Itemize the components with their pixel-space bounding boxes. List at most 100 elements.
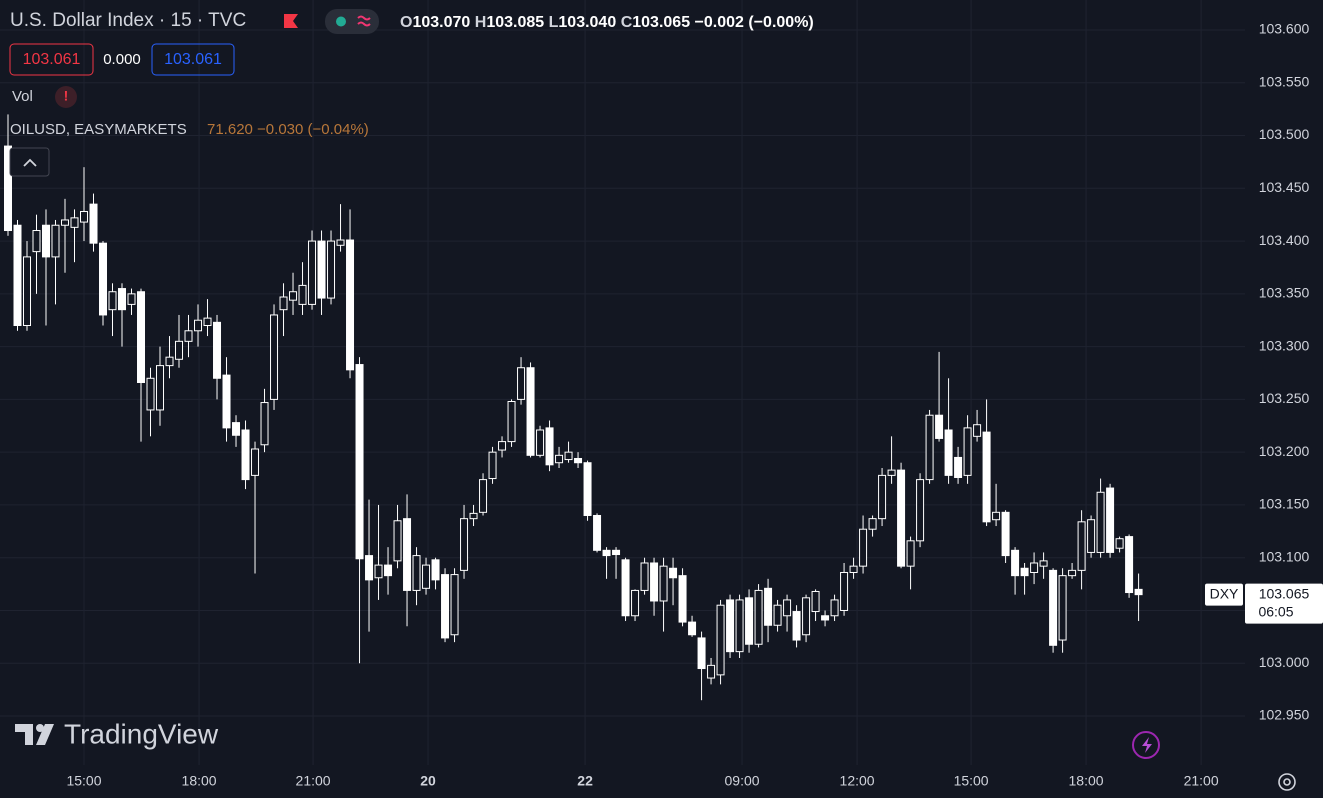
candle-body (1096, 491, 1105, 553)
candle-body (773, 604, 782, 626)
y-tick-label: 103.550 (1259, 73, 1310, 89)
y-tick-label: 103.400 (1259, 232, 1310, 248)
candle-body (118, 288, 127, 311)
sell-button[interactable] (9, 43, 94, 76)
last-price-tag: DXY (1210, 585, 1239, 601)
candle-body (783, 599, 792, 617)
candle-body (764, 587, 773, 626)
candle-body (308, 240, 317, 305)
candle-body (517, 367, 526, 400)
ohlc-legend: O103.070 H103.085 L103.040 C103.065 −0.0… (400, 14, 814, 31)
candle-body (1068, 569, 1077, 577)
x-tick-label: 15:00 (66, 773, 101, 789)
candle-body (564, 451, 573, 461)
candle-body (669, 567, 678, 579)
candle-body (32, 230, 41, 253)
candle-body (650, 562, 659, 602)
candle-body (1039, 560, 1048, 567)
candle-body (859, 528, 868, 567)
collapse-button[interactable] (9, 147, 50, 177)
chevron-icon (23, 158, 37, 167)
candle-body (849, 565, 858, 573)
candle-body (61, 219, 70, 226)
candle-body (165, 356, 174, 367)
x-tick-label: 18:00 (182, 773, 217, 789)
candle-body (80, 211, 89, 223)
candle-body (906, 540, 915, 567)
x-tick-label: 20 (420, 773, 436, 789)
candle-body (251, 448, 260, 476)
candle-body (51, 224, 60, 258)
candle-body (830, 599, 839, 617)
candle-body (678, 575, 687, 623)
candle-body (621, 559, 630, 617)
candle-body (260, 402, 269, 446)
candle-body (1087, 519, 1096, 553)
error-mark: ! (64, 88, 69, 104)
candle-body (403, 518, 412, 591)
candle-body (887, 469, 896, 476)
candle-body (89, 203, 98, 244)
candle-body (1011, 549, 1020, 577)
candle-body (346, 239, 355, 371)
candle-body (498, 441, 507, 451)
candle-body (184, 330, 193, 342)
candle-body (137, 291, 146, 383)
candle-body (270, 314, 279, 400)
ohlc-key: O (400, 14, 412, 31)
candle-body (203, 317, 212, 327)
candle-body (1049, 569, 1058, 646)
y-tick-label: 103.200 (1259, 443, 1310, 459)
candle-body (374, 564, 383, 579)
overlay-quote: 71.620 −0.030 (−0.04%) (207, 121, 369, 138)
candle-body (697, 637, 706, 670)
candle-body (336, 239, 345, 246)
x-tick-label: 12:00 (840, 773, 875, 789)
candle-body (232, 422, 241, 436)
candle-body (327, 240, 336, 299)
candle-body (821, 615, 830, 621)
candle-body (688, 621, 697, 636)
candle-body (1125, 536, 1134, 594)
candle-body (963, 427, 972, 476)
candle-body (42, 224, 51, 258)
x-tick-label: 21:00 (1184, 773, 1219, 789)
candles (3, 114, 1143, 701)
ohlc-key: L (549, 14, 559, 31)
market-open-dot (336, 16, 346, 27)
candle-body (754, 589, 763, 645)
candle-body (279, 296, 288, 311)
y-tick-label: 103.300 (1259, 337, 1310, 353)
settings-button[interactable] (1278, 773, 1296, 791)
settings-icon (1283, 778, 1291, 786)
candle-body (450, 574, 459, 636)
candle-body (431, 559, 440, 581)
candle-body (469, 512, 478, 520)
y-tick-label: 103.500 (1259, 126, 1310, 142)
candle-body (13, 224, 22, 327)
watermark: TradingView (64, 718, 219, 749)
error-icon[interactable] (55, 86, 77, 108)
logo-icon (15, 724, 54, 745)
candle-body (745, 597, 754, 645)
candle-body (241, 429, 250, 481)
buy-button[interactable] (151, 43, 235, 76)
alert-button[interactable] (1132, 731, 1160, 759)
candle-body (108, 291, 117, 311)
candle-body (507, 400, 516, 443)
candle-body (175, 340, 184, 360)
candle-body (393, 520, 402, 562)
candle-body (526, 367, 535, 456)
x-tick-label: 21:00 (296, 773, 331, 789)
status-pill[interactable] (325, 9, 379, 34)
candle-body (1077, 521, 1086, 571)
spread: 0.000 (103, 51, 141, 68)
candle-body (23, 256, 32, 327)
candle-body (441, 574, 450, 639)
y-tick-label: 102.950 (1259, 707, 1310, 723)
ohlc-value: 103.040 (558, 14, 616, 31)
candle-body (488, 451, 497, 480)
logo-dot (36, 724, 44, 732)
candle-body (460, 518, 469, 571)
